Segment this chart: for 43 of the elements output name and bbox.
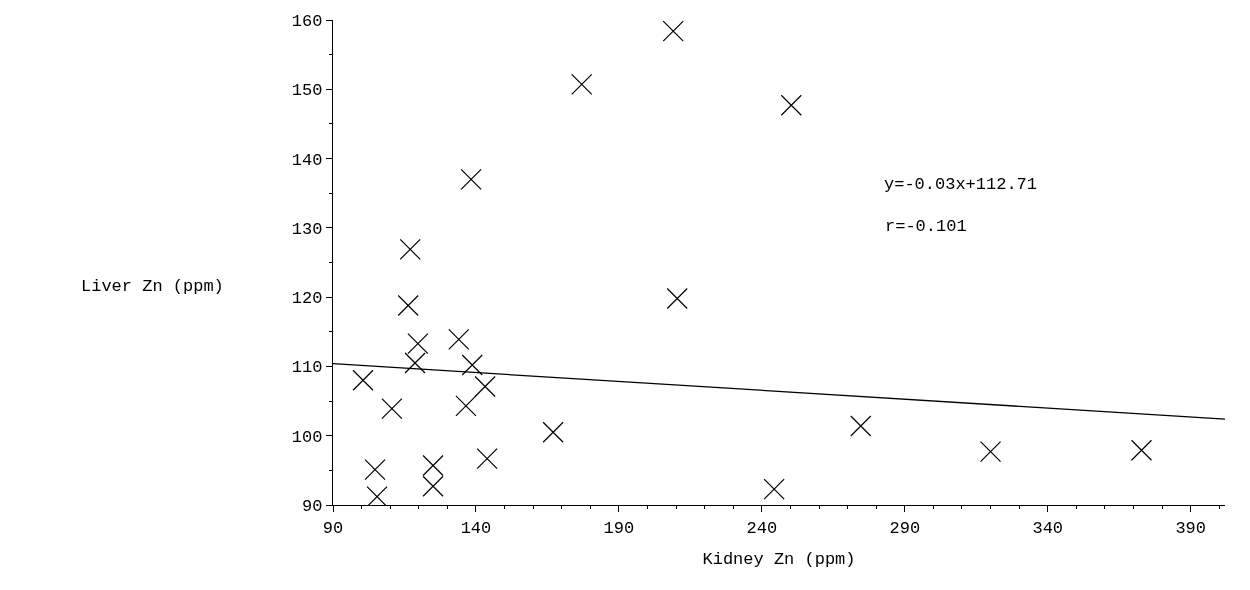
x-tick-label: 140 [460,518,492,538]
point [666,287,688,310]
point [662,20,684,42]
point [780,94,802,116]
point [397,294,419,317]
point [364,459,386,481]
x-tick-label: 390 [1175,518,1206,538]
annotation: r=-0.101 [885,217,967,236]
point [979,441,1002,463]
point [763,478,785,500]
x-tick-label: 240 [746,518,778,538]
point [1130,439,1153,461]
y-tick-label: 120 [291,289,323,309]
x-tick-label: 290 [889,518,921,538]
point [422,454,444,477]
point [542,421,564,443]
x-tick-label: 340 [1032,518,1064,538]
point [476,447,498,470]
point [448,328,470,351]
point [571,73,593,96]
point [850,415,872,437]
x-tick-label: 190 [603,518,635,538]
y-tick-label: 90 [302,496,323,516]
point [352,369,374,391]
y-tick-label: 140 [291,150,323,170]
point [460,168,482,190]
annotation: y=-0.03x+112.71 [884,175,1038,194]
point [404,352,426,374]
point [399,238,421,260]
point [381,398,403,420]
point [461,354,483,376]
y-tick-label: 100 [291,427,323,447]
x-axis-title: Kidney Zn (ppm) [702,549,856,569]
point [422,475,444,497]
y-tick-label: 150 [291,81,323,101]
point [407,332,429,355]
y-tick-label: 110 [291,358,323,378]
y-axis-title: Liver Zn (ppm) [81,277,224,296]
point [455,395,477,417]
point [474,375,496,398]
y-tick-label: 130 [291,219,323,239]
y-tick-label: 160 [291,11,323,31]
x-tick-label: 90 [322,518,344,538]
